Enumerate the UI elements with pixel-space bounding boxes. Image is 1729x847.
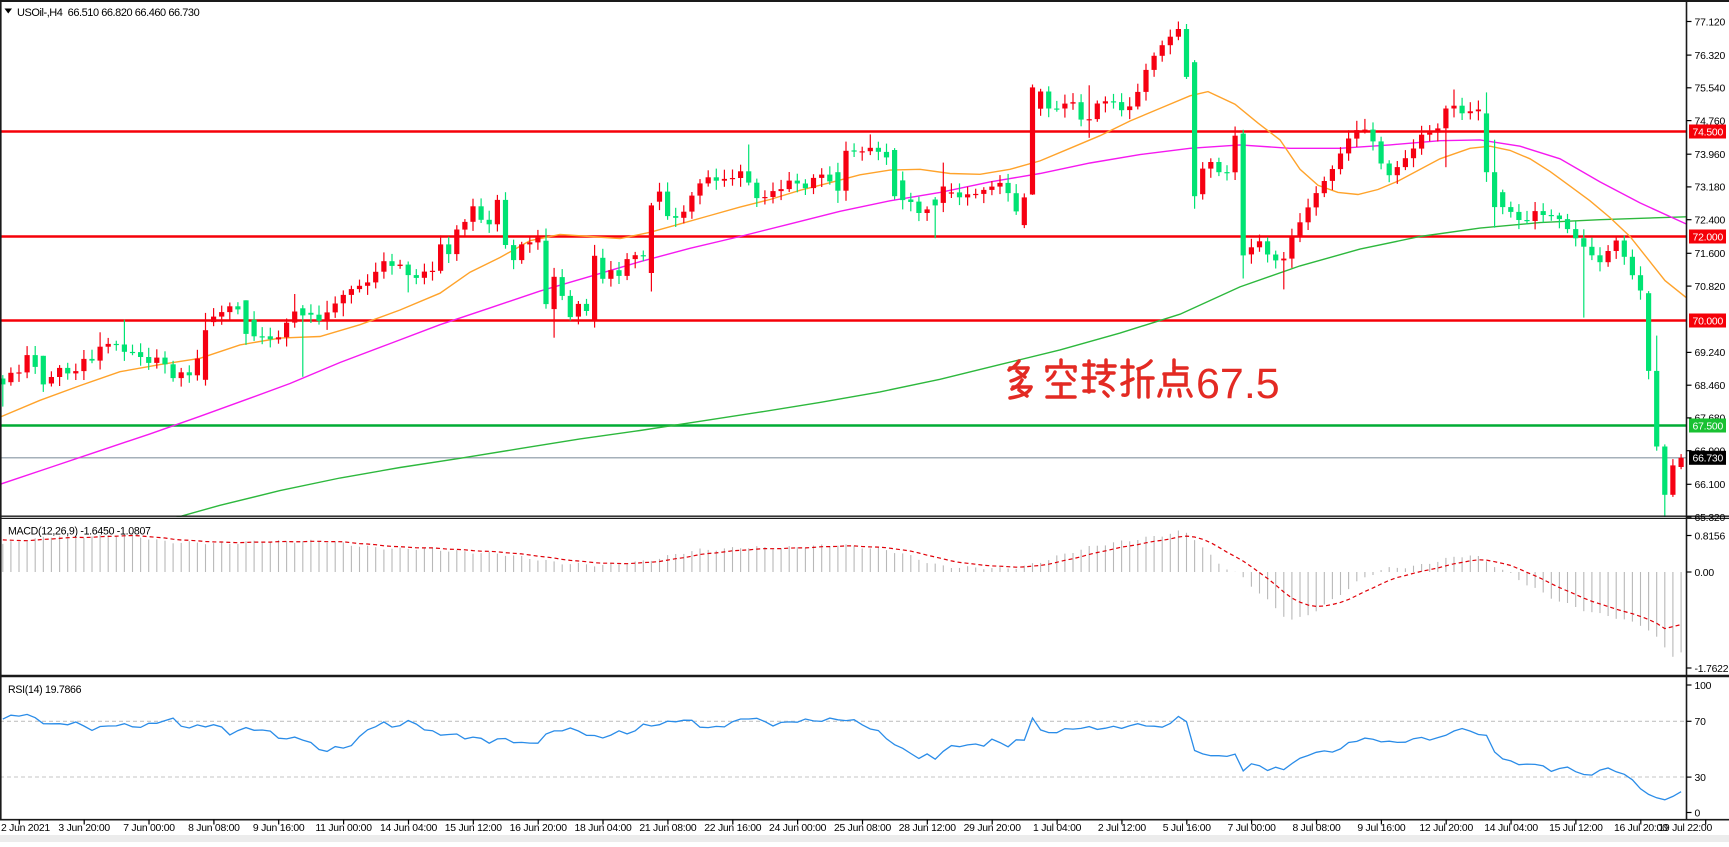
svg-text:30: 30	[1695, 773, 1707, 784]
svg-text:25 Jun 08:00: 25 Jun 08:00	[834, 823, 892, 834]
svg-text:19 Jul 22:00: 19 Jul 22:00	[1658, 823, 1712, 834]
svg-text:77.120: 77.120	[1695, 17, 1726, 28]
svg-text:RSI(14) 19.7866: RSI(14) 19.7866	[8, 684, 82, 696]
svg-text:-1.7622: -1.7622	[1695, 664, 1729, 675]
svg-text:28 Jun 12:00: 28 Jun 12:00	[899, 823, 957, 834]
svg-text:12 Jul 20:00: 12 Jul 20:00	[1419, 823, 1473, 834]
svg-text:18 Jun 04:00: 18 Jun 04:00	[574, 823, 632, 834]
svg-text:67.5: 67.5	[1196, 360, 1280, 408]
svg-text:0.8156: 0.8156	[1695, 531, 1726, 542]
svg-text:14 Jun 04:00: 14 Jun 04:00	[380, 823, 438, 834]
svg-text:0: 0	[1695, 808, 1701, 819]
svg-text:9 Jul 16:00: 9 Jul 16:00	[1357, 823, 1406, 834]
svg-text:7 Jun 00:00: 7 Jun 00:00	[123, 823, 175, 834]
svg-text:71.600: 71.600	[1695, 249, 1726, 260]
svg-text:15 Jun 12:00: 15 Jun 12:00	[445, 823, 503, 834]
svg-text:5 Jul 16:00: 5 Jul 16:00	[1163, 823, 1212, 834]
svg-text:72.400: 72.400	[1695, 216, 1726, 227]
svg-text:7 Jul 00:00: 7 Jul 00:00	[1228, 823, 1277, 834]
svg-text:21 Jun 08:00: 21 Jun 08:00	[639, 823, 697, 834]
svg-text:100: 100	[1695, 681, 1712, 692]
svg-text:16 Jun 20:00: 16 Jun 20:00	[510, 823, 568, 834]
svg-text:14 Jul 04:00: 14 Jul 04:00	[1484, 823, 1538, 834]
svg-text:72.000: 72.000	[1693, 232, 1724, 243]
svg-text:68.460: 68.460	[1695, 381, 1726, 392]
svg-text:2 Jul 12:00: 2 Jul 12:00	[1098, 823, 1147, 834]
svg-text:24 Jun 00:00: 24 Jun 00:00	[769, 823, 827, 834]
svg-text:65.320: 65.320	[1695, 513, 1726, 524]
svg-text:70.820: 70.820	[1695, 282, 1726, 293]
svg-text:66.100: 66.100	[1695, 480, 1726, 491]
svg-text:74.760: 74.760	[1695, 116, 1726, 127]
svg-text:8 Jun 08:00: 8 Jun 08:00	[188, 823, 240, 834]
svg-text:74.500: 74.500	[1693, 127, 1724, 138]
svg-text:29 Jun 20:00: 29 Jun 20:00	[964, 823, 1022, 834]
svg-text:73.180: 73.180	[1695, 183, 1726, 194]
svg-text:75.540: 75.540	[1695, 84, 1726, 95]
svg-text:USOil-,H4 66.510 66.820 66.46: USOil-,H4 66.510 66.820 66.460 66.730	[17, 7, 200, 19]
svg-text:MACD(12,26,9) -1.6450 -1.0807: MACD(12,26,9) -1.6450 -1.0807	[8, 526, 151, 538]
svg-text:22 Jun 16:00: 22 Jun 16:00	[704, 823, 762, 834]
svg-text:76.320: 76.320	[1695, 51, 1726, 62]
svg-text:70: 70	[1695, 717, 1707, 728]
svg-text:66.730: 66.730	[1693, 454, 1724, 465]
svg-text:1 Jul 04:00: 1 Jul 04:00	[1033, 823, 1082, 834]
svg-text:70.000: 70.000	[1693, 316, 1724, 327]
svg-text:16 Jul 20:00: 16 Jul 20:00	[1614, 823, 1668, 834]
svg-text:73.960: 73.960	[1695, 150, 1726, 161]
svg-text:69.240: 69.240	[1695, 348, 1726, 359]
svg-text:0.00: 0.00	[1695, 568, 1715, 579]
svg-text:3 Jun 20:00: 3 Jun 20:00	[58, 823, 110, 834]
svg-text:8 Jul 08:00: 8 Jul 08:00	[1292, 823, 1341, 834]
svg-text:67.500: 67.500	[1693, 421, 1724, 432]
svg-text:2 Jun 2021: 2 Jun 2021	[1, 823, 50, 834]
svg-text:15 Jul 12:00: 15 Jul 12:00	[1549, 823, 1603, 834]
svg-text:11 Jun 00:00: 11 Jun 00:00	[315, 823, 372, 834]
svg-text:9 Jun 16:00: 9 Jun 16:00	[253, 823, 305, 834]
